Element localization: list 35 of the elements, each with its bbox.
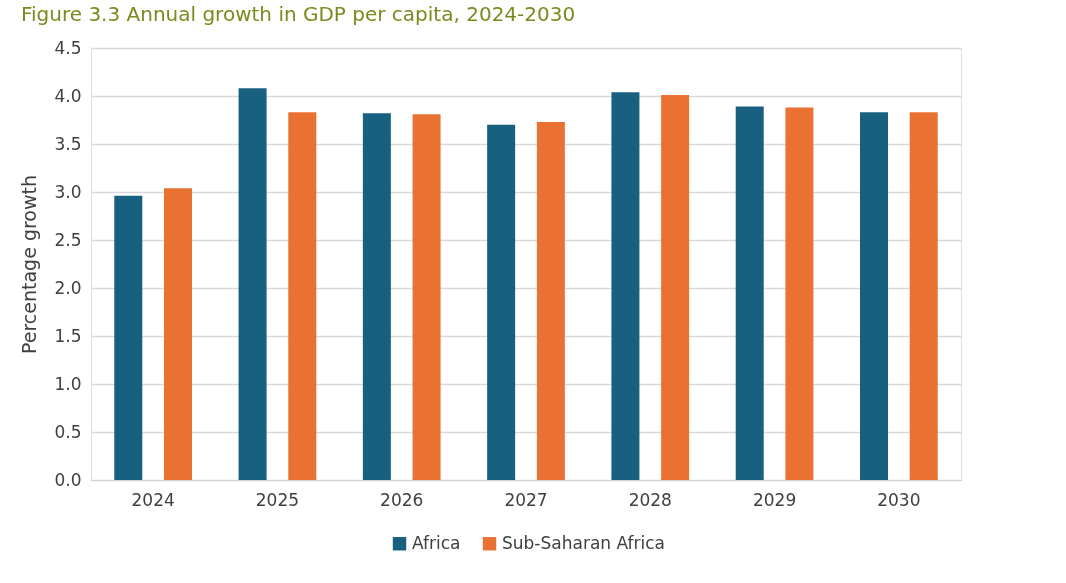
bar [735, 106, 764, 480]
bar [909, 112, 938, 480]
bar [114, 195, 143, 480]
x-tick-label: 2025 [255, 489, 300, 510]
y-tick-label: 3.5 [54, 133, 82, 154]
bar [661, 95, 690, 480]
x-tick-label: 2028 [628, 489, 672, 510]
bar [164, 188, 192, 480]
x-tick-label: 2024 [131, 489, 175, 510]
y-tick-label: 3.0 [54, 181, 82, 202]
y-tick-label: 1.5 [54, 325, 82, 346]
chart-title: Figure 3.3 Annual growth in GDP per capita, 2024-2030 [20, 2, 576, 26]
y-tick-label: 2.0 [54, 277, 82, 298]
legend-label: Africa [412, 532, 461, 553]
x-tick-label: 2026 [380, 489, 424, 510]
x-tick-label: 2027 [504, 489, 548, 510]
bar [611, 92, 640, 480]
bar [238, 88, 267, 480]
y-axis-title: Percentage growth [18, 174, 41, 355]
y-tick-label: 0.5 [54, 421, 82, 442]
legend-label: Sub-Saharan Africa [502, 532, 665, 553]
bar [536, 121, 565, 480]
bar [288, 112, 317, 480]
x-tick-label: 2029 [752, 489, 797, 510]
bar [785, 107, 814, 480]
y-tick-label: 4.0 [54, 85, 82, 106]
bar [412, 114, 441, 480]
y-tick-label: 0.0 [54, 469, 82, 490]
bar [860, 112, 888, 480]
y-tick-label: 4.5 [54, 37, 82, 58]
y-tick-label: 2.5 [54, 229, 82, 250]
y-tick-label: 1.0 [54, 373, 82, 394]
bar [362, 113, 391, 480]
bar [487, 124, 516, 480]
x-tick-label: 2030 [877, 489, 921, 510]
